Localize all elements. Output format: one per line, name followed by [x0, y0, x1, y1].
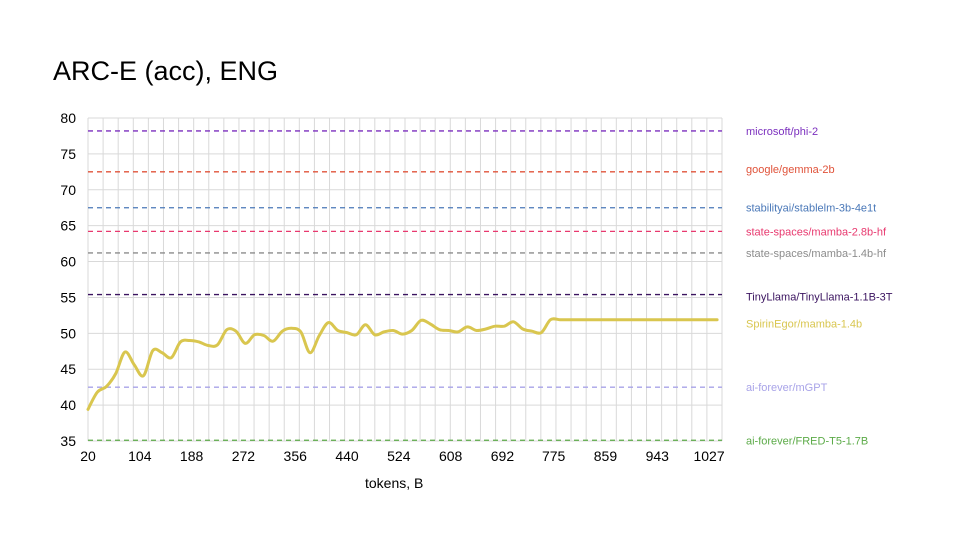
y-tick-label: 70	[60, 182, 76, 198]
x-tick-label: 356	[284, 448, 308, 464]
x-tick-label: 272	[232, 448, 256, 464]
x-tick-label: 859	[594, 448, 618, 464]
x-tick-label: 775	[542, 448, 566, 464]
x-tick-label: 440	[335, 448, 359, 464]
legend-label: TinyLlama/TinyLlama-1.1B-3T	[746, 292, 893, 304]
x-tick-label: 524	[387, 448, 411, 464]
legend-label: microsoft/phi-2	[746, 126, 818, 138]
legend-label: ai-forever/FRED-T5-1.7B	[746, 435, 868, 447]
x-tick-label: 188	[180, 448, 204, 464]
legend-label: ai-forever/mGPT	[746, 382, 828, 394]
x-tick-label: 608	[439, 448, 463, 464]
y-tick-label: 60	[60, 254, 76, 270]
y-tick-label: 75	[60, 146, 76, 162]
y-tick-label: 80	[60, 110, 76, 126]
series-line-mamba-1-4b	[86, 317, 719, 411]
x-tick-label: 20	[80, 448, 96, 464]
x-tick-label: 104	[128, 448, 152, 464]
y-tick-label: 45	[60, 361, 76, 377]
legend-label: google/gemma-2b	[746, 164, 835, 176]
x-tick-label: 692	[491, 448, 515, 464]
x-axis-label: tokens, B	[365, 475, 424, 491]
x-tick-label: 943	[646, 448, 670, 464]
y-tick-label: 35	[60, 433, 76, 449]
y-tick-label: 40	[60, 397, 76, 413]
x-tick-label: 1027	[693, 448, 724, 464]
legend-label: state-spaces/mamba-2.8b-hf	[746, 226, 887, 238]
chart-title: ARC-E (acc), ENG	[53, 56, 279, 86]
legend-label: stabilityai/stablelm-3b-4e1t	[746, 203, 876, 215]
y-tick-label: 50	[60, 325, 76, 341]
y-tick-label: 65	[60, 218, 76, 234]
legend-label: SpirinEgor/mamba-1.4b	[746, 318, 862, 330]
y-tick-label: 55	[60, 289, 76, 305]
legend-label: state-spaces/mamba-1.4b-hf	[746, 248, 887, 260]
